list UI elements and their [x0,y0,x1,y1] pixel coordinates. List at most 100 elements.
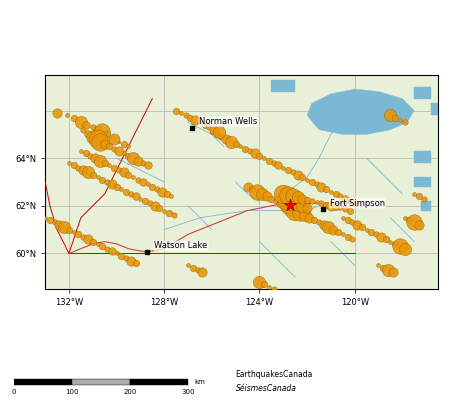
Point [391,241,399,247]
Point [101,141,108,147]
Polygon shape [414,151,431,163]
Point [146,200,154,207]
Point [103,131,111,138]
Point [42,214,49,221]
Polygon shape [378,110,402,122]
Point [327,188,334,195]
Point [287,205,294,211]
Point [289,169,296,176]
Point [103,246,111,252]
Point [385,267,392,273]
Point [289,198,296,204]
Point [363,226,370,233]
Point [306,214,313,221]
Point [284,192,292,198]
Point [144,181,151,188]
Point [292,207,299,214]
Point [270,286,277,292]
Point [299,203,306,209]
Point [346,198,353,204]
Point [135,157,142,164]
Text: 300: 300 [182,389,195,394]
Point [61,224,68,230]
Point [149,184,156,190]
Point [80,234,87,240]
Point [315,219,323,226]
Point [339,214,347,221]
Point [296,210,304,216]
Point [89,172,96,178]
Point [294,200,301,207]
Point [82,122,89,128]
Point [94,174,101,180]
Point [51,219,58,226]
Bar [14,378,72,385]
Point [163,191,170,197]
Point [194,267,201,273]
Point [308,179,315,185]
Point [70,114,77,121]
Point [294,194,301,201]
Point [130,174,137,180]
Point [353,222,361,228]
Point [304,205,311,211]
Point [251,150,258,157]
Point [241,146,249,152]
Text: km: km [194,378,205,385]
Point [170,212,177,218]
Point [270,160,277,166]
Bar [130,378,188,385]
Text: EarthquakesCanada: EarthquakesCanada [236,370,313,379]
Point [151,203,158,209]
Point [99,176,106,183]
Point [406,217,413,223]
Point [70,229,77,235]
Point [96,157,104,164]
Point [75,117,82,123]
Point [125,153,132,159]
Point [125,172,132,178]
Point [389,269,396,276]
Polygon shape [421,201,431,210]
Point [116,167,123,173]
Point [111,146,118,152]
Point [132,193,139,200]
Point [122,188,130,195]
Point [349,219,356,226]
Point [89,124,96,130]
Point [87,153,94,159]
Point [304,197,311,203]
Point [358,224,366,230]
Point [342,206,349,212]
Polygon shape [414,177,431,187]
Point [415,222,423,228]
Point [344,234,351,240]
Point [396,117,404,123]
Point [213,131,220,138]
Text: 0: 0 [11,389,16,394]
Point [211,126,218,133]
Point [258,191,265,197]
Point [99,128,106,134]
Point [65,226,72,233]
Point [332,191,339,197]
Point [189,264,197,271]
Point [135,176,142,183]
Point [342,196,349,202]
Point [182,112,189,118]
Point [337,193,344,200]
Point [84,169,92,176]
Point [199,269,206,276]
Point [77,148,85,154]
Point [137,196,144,202]
Point [127,257,135,264]
Point [94,241,101,247]
Point [320,222,328,228]
Text: SéismesCanada: SéismesCanada [236,384,296,393]
Text: 100: 100 [65,389,78,394]
Point [144,162,151,168]
Point [192,117,199,123]
Point [372,231,380,238]
Point [154,186,161,192]
Point [334,229,342,235]
